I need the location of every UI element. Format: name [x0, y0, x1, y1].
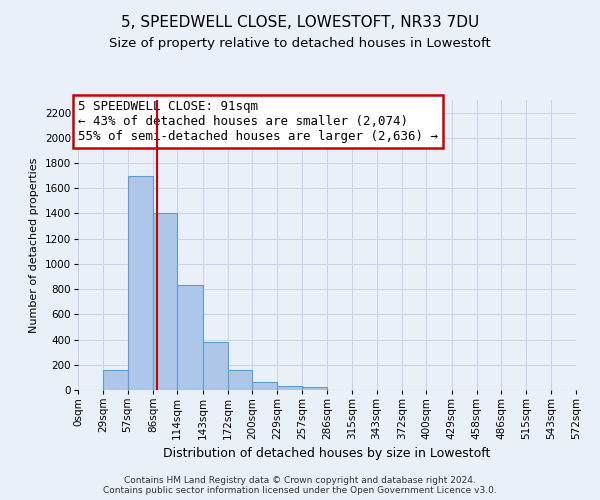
Bar: [252, 382, 277, 390]
Bar: [103, 370, 128, 390]
Y-axis label: Number of detached properties: Number of detached properties: [29, 158, 39, 332]
Text: Contains public sector information licensed under the Open Government Licence v3: Contains public sector information licen…: [103, 486, 497, 495]
X-axis label: Distribution of detached houses by size in Lowestoft: Distribution of detached houses by size …: [163, 448, 491, 460]
Text: Size of property relative to detached houses in Lowestoft: Size of property relative to detached ho…: [109, 38, 491, 51]
Text: Contains HM Land Registry data © Crown copyright and database right 2024.: Contains HM Land Registry data © Crown c…: [124, 476, 476, 485]
Text: 5 SPEEDWELL CLOSE: 91sqm
← 43% of detached houses are smaller (2,074)
55% of sem: 5 SPEEDWELL CLOSE: 91sqm ← 43% of detach…: [78, 100, 438, 143]
Bar: [153, 214, 177, 390]
Bar: [128, 176, 153, 390]
Text: 5, SPEEDWELL CLOSE, LOWESTOFT, NR33 7DU: 5, SPEEDWELL CLOSE, LOWESTOFT, NR33 7DU: [121, 15, 479, 30]
Bar: [177, 286, 203, 390]
Bar: [203, 342, 228, 390]
Bar: [302, 388, 327, 390]
Bar: [228, 370, 252, 390]
Bar: [277, 386, 302, 390]
